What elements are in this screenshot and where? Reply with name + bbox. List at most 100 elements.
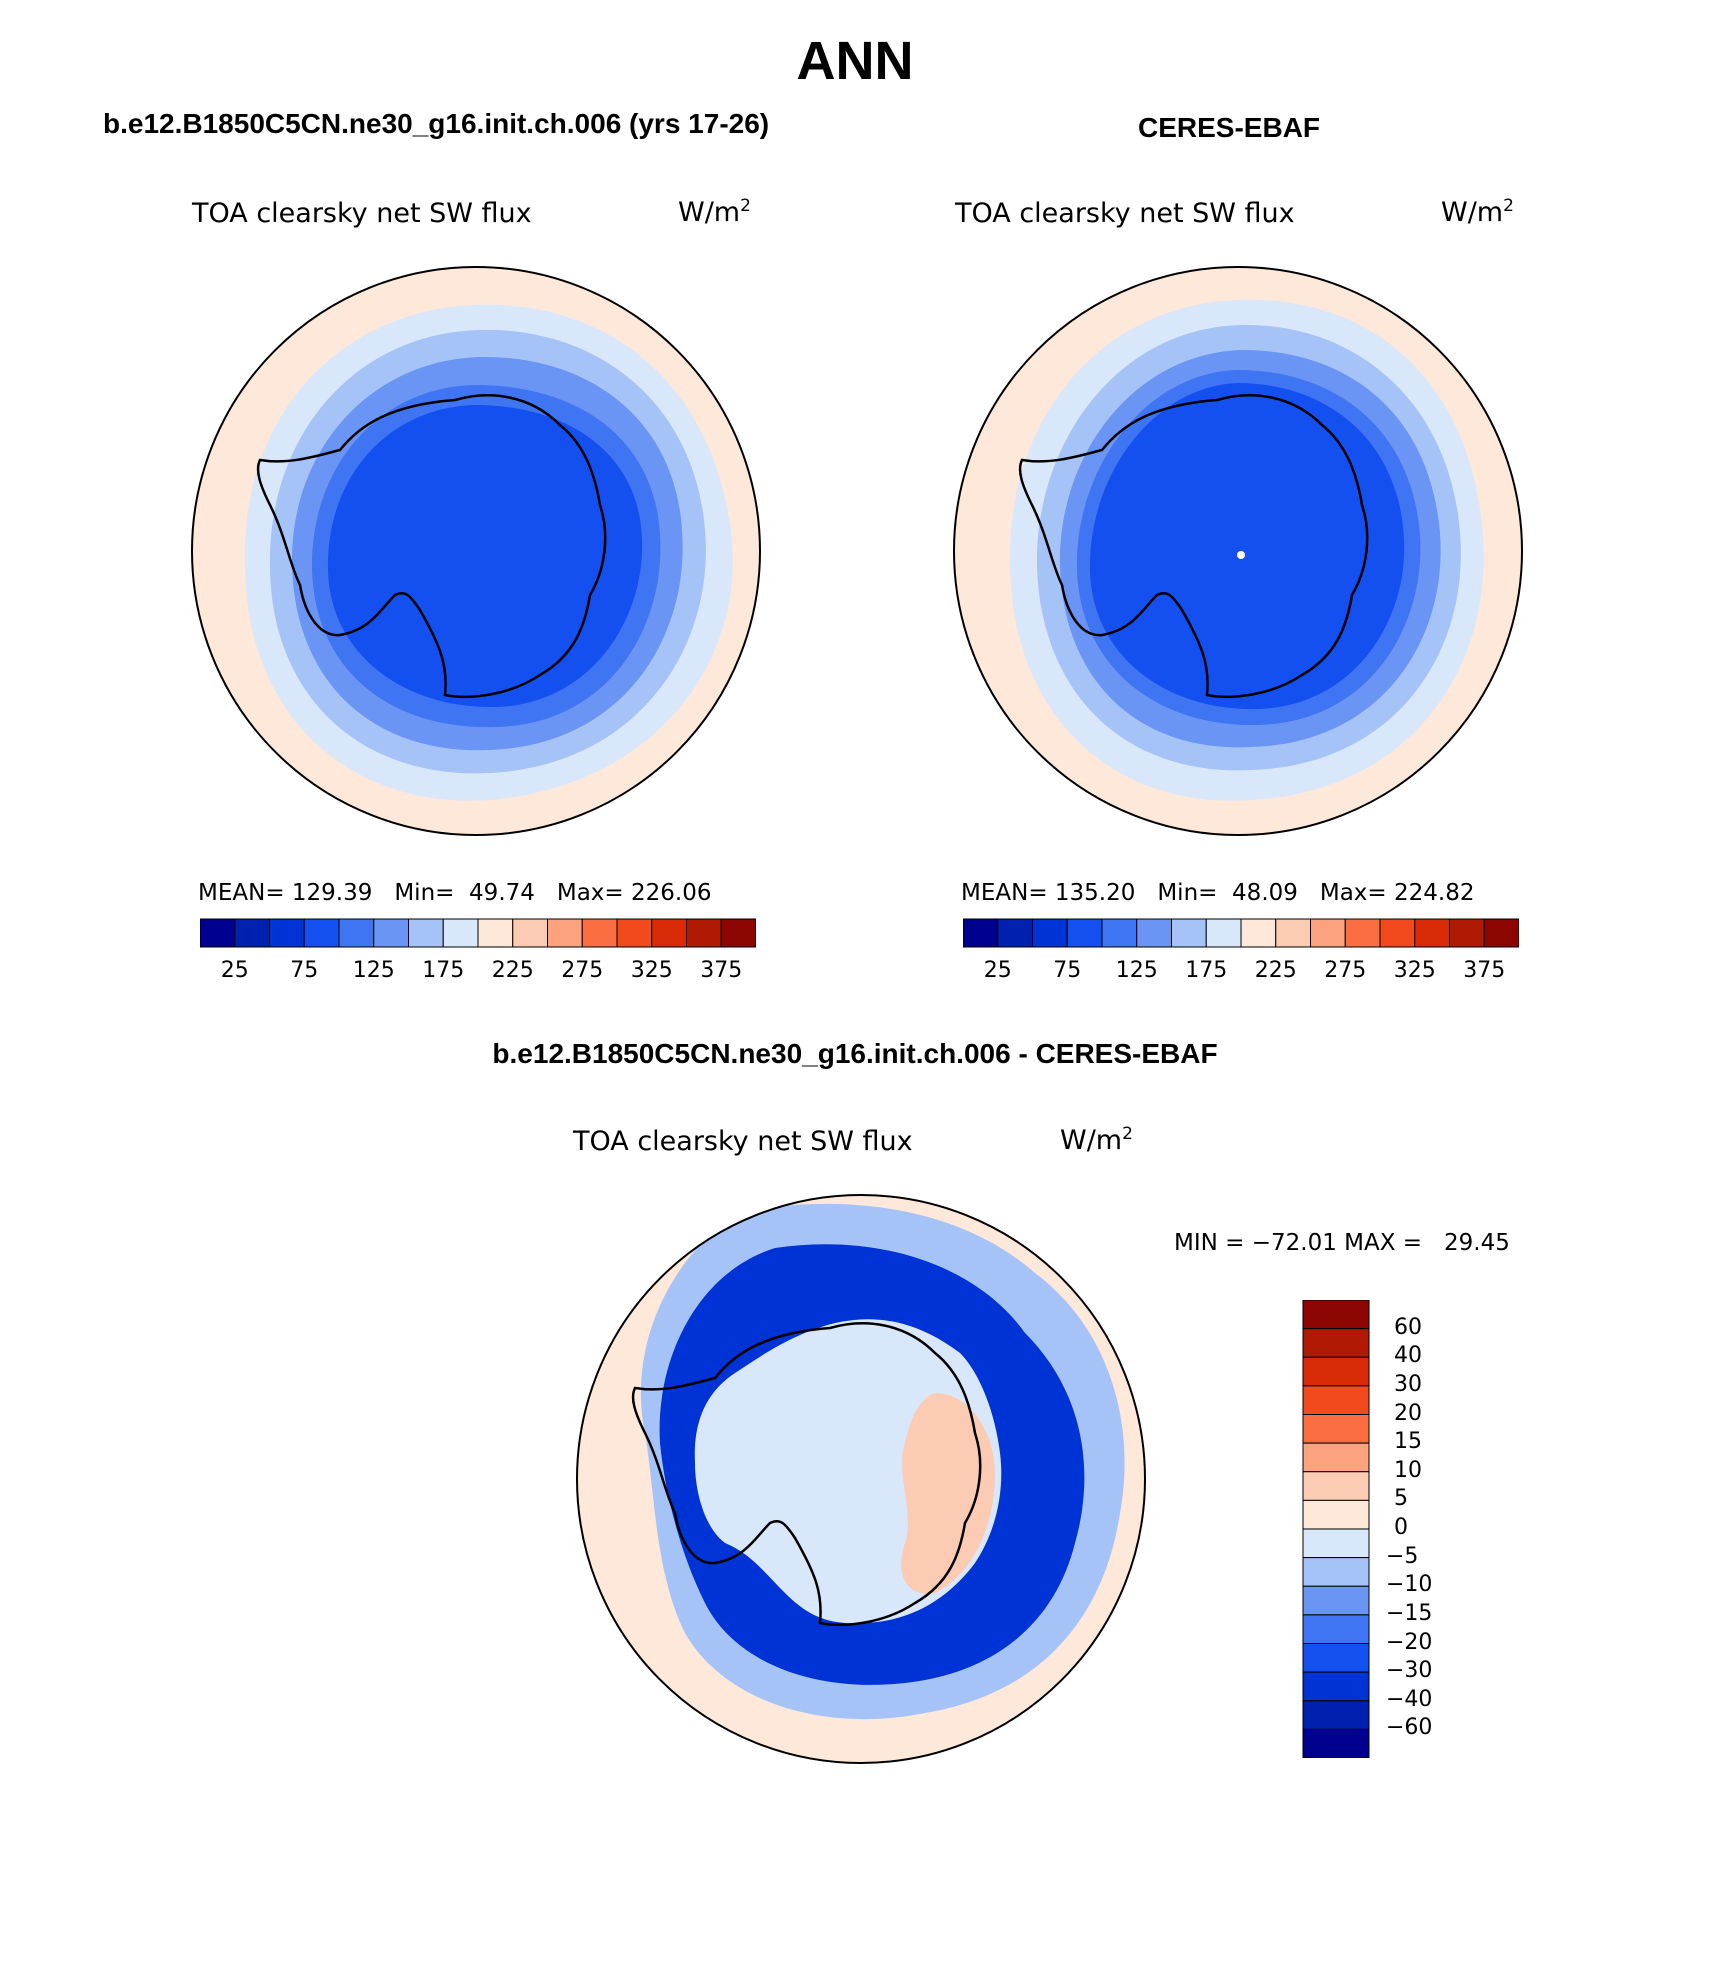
obs-colorbar-swatch — [1379, 918, 1416, 948]
model-colorbar — [200, 918, 756, 948]
diff-minmax-label: MIN = −72.01 MAX = 29.45 — [1174, 1230, 1510, 1256]
obs-colorbar — [963, 918, 1519, 948]
diff-colorbar-swatch — [1302, 1471, 1370, 1501]
diff-colorbar-swatch — [1302, 1700, 1370, 1730]
diff-colorbar-swatch — [1302, 1499, 1370, 1530]
obs-colorbar-tick-label: 25 — [983, 958, 1012, 983]
model-colorbar-swatch — [408, 918, 444, 948]
obs-antarctica-coastline — [1018, 394, 1369, 699]
diff-colorbar-tick-label: 0 — [1394, 1515, 1408, 1540]
model-colorbar-tick-label: 225 — [491, 958, 534, 983]
diff-colorbar — [1302, 1300, 1370, 1758]
obs-pole-marker — [1237, 551, 1245, 559]
diff-colorbar-swatch — [1302, 1356, 1370, 1387]
model-colorbar-swatch — [200, 918, 236, 948]
diff-colorbar-tick-label: −40 — [1386, 1686, 1433, 1712]
diff-colorbar-tick-label: 40 — [1394, 1343, 1422, 1369]
obs-colorbar-swatch — [1066, 918, 1103, 948]
model-colorbar-swatch — [442, 918, 479, 948]
obs-colorbar-tick-label: 75 — [1053, 958, 1082, 983]
obs-colorbar-swatch — [1449, 918, 1485, 948]
diff-colorbar-tick-label: 15 — [1394, 1429, 1422, 1455]
obs-colorbar-ticks: 25 75 125 175 225 275 325 375 — [963, 958, 1519, 988]
obs-colorbar-tick-label: 175 — [1185, 958, 1228, 983]
diff-colorbar-swatch — [1302, 1585, 1370, 1616]
obs-colorbar-tick-label: 125 — [1115, 958, 1158, 983]
obs-colorbar-swatch — [1171, 918, 1207, 948]
obs-colorbar-swatch — [1240, 918, 1277, 948]
model-colorbar-tick-label: 75 — [290, 958, 319, 983]
figure-title: ANN — [796, 31, 914, 91]
obs-colorbar-swatch — [1275, 918, 1311, 948]
model-map-border — [191, 266, 761, 836]
diff-colorbar-tick-label: 20 — [1394, 1400, 1422, 1426]
diff-colorbar-swatch — [1302, 1442, 1370, 1473]
diff-interior-positive — [901, 1393, 995, 1594]
diff-colorbar-tick-label: 60 — [1394, 1314, 1422, 1340]
diff-colorbar-swatch — [1302, 1385, 1370, 1415]
diff-colorbar-tick-label: −15 — [1386, 1600, 1433, 1626]
model-colorbar-swatch — [720, 918, 756, 948]
model-colorbar-swatch — [338, 918, 375, 948]
obs-colorbar-tick-label: 325 — [1393, 958, 1436, 983]
obs-colorbar-swatch — [1101, 918, 1138, 948]
model-interior — [327, 405, 643, 708]
obs-colorbar-tick-label: 275 — [1324, 958, 1367, 983]
diff-antarctica-coastline — [631, 1322, 982, 1627]
model-colorbar-tick-label: 175 — [422, 958, 465, 983]
diff-colorbar-ticks: 60 40 30 20 15 10 5 0 −5 −10 −15 −20 −30 −40 −60 — [1386, 1300, 1506, 1760]
obs-polar-map — [953, 266, 1523, 836]
obs-units-label: W/m2 — [1441, 196, 1514, 228]
diff-colorbar-tick-label: 5 — [1394, 1486, 1408, 1512]
diff-colorbar-swatch — [1302, 1414, 1370, 1444]
diff-colorbar-swatch — [1302, 1728, 1370, 1758]
model-colorbar-swatch — [373, 918, 409, 948]
model-colorbar-swatch — [269, 918, 305, 948]
obs-colorbar-swatch — [1136, 918, 1172, 948]
diff-polar-map — [576, 1194, 1146, 1764]
model-colorbar-swatch — [477, 918, 514, 948]
obs-panel-title: CERES-EBAF — [1138, 112, 1321, 143]
model-colorbar-ticks: 25 75 125 175 225 275 325 375 — [200, 958, 756, 988]
diff-units-label: W/m2 — [1060, 1124, 1133, 1156]
model-colorbar-swatch — [512, 918, 548, 948]
diff-colorbar-swatch — [1302, 1614, 1370, 1644]
diff-map-border — [576, 1194, 1146, 1764]
model-colorbar-tick-label: 125 — [352, 958, 395, 983]
diff-colorbar-tick-label: 10 — [1394, 1457, 1422, 1483]
model-variable-label: TOA clearsky net SW flux — [192, 198, 532, 229]
obs-stats: MEAN= 135.20 Min= 48.09 Max= 224.82 — [961, 880, 1475, 906]
model-colorbar-swatch — [686, 918, 722, 948]
diff-colorbar-tick-label: 30 — [1394, 1371, 1422, 1397]
model-units-label: W/m2 — [678, 196, 751, 228]
model-colorbar-tick-label: 325 — [630, 958, 673, 983]
obs-colorbar-swatch — [997, 918, 1033, 948]
diff-colorbar-swatch — [1302, 1528, 1370, 1559]
model-colorbar-swatch — [616, 918, 653, 948]
diff-colorbar-swatch — [1302, 1300, 1370, 1330]
obs-colorbar-swatch — [1032, 918, 1068, 948]
model-colorbar-swatch — [234, 918, 270, 948]
obs-colorbar-swatch — [1344, 918, 1381, 948]
model-colorbar-swatch — [651, 918, 687, 948]
model-polar-map — [191, 266, 761, 836]
diff-colorbar-tick-label: −60 — [1386, 1715, 1433, 1741]
model-panel-title: b.e12.B1850C5CN.ne30_g16.init.ch.006 (yr… — [103, 108, 770, 139]
obs-colorbar-swatch — [1483, 918, 1519, 948]
diff-colorbar-tick-label: −5 — [1386, 1543, 1419, 1569]
model-colorbar-tick-label: 25 — [220, 958, 249, 983]
obs-interior — [1089, 383, 1405, 710]
model-colorbar-tick-label: 375 — [700, 958, 743, 983]
obs-variable-label: TOA clearsky net SW flux — [955, 198, 1295, 229]
diff-colorbar-swatch — [1302, 1671, 1370, 1702]
diff-colorbar-tick-label: −30 — [1386, 1658, 1433, 1684]
obs-colorbar-tick-label: 375 — [1463, 958, 1506, 983]
obs-colorbar-swatch — [963, 918, 999, 948]
model-antarctica-coastline — [256, 394, 607, 699]
obs-colorbar-swatch — [1205, 918, 1242, 948]
diff-colorbar-swatch — [1302, 1643, 1370, 1673]
diff-panel-title: b.e12.B1850C5CN.ne30_g16.init.ch.006 - C… — [492, 1038, 1218, 1069]
obs-colorbar-swatch — [1310, 918, 1346, 948]
obs-map-border — [953, 266, 1523, 836]
model-colorbar-swatch — [547, 918, 583, 948]
